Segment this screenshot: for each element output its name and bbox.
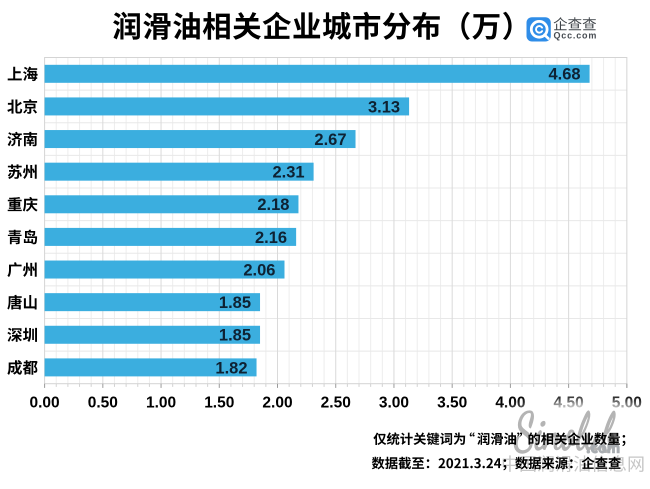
svg-text:0.00: 0.00 <box>30 394 60 411</box>
svg-text:2.06: 2.06 <box>243 261 275 279</box>
svg-text:2.18: 2.18 <box>257 196 289 214</box>
svg-text:3.50: 3.50 <box>437 394 467 411</box>
svg-text:3.13: 3.13 <box>368 98 400 116</box>
svg-text:1.50: 1.50 <box>204 394 234 411</box>
svg-text:3.00: 3.00 <box>379 394 409 411</box>
svg-text:Qcc.com: Qcc.com <box>554 31 598 41</box>
svg-text:2.67: 2.67 <box>314 131 346 149</box>
svg-text:2.31: 2.31 <box>272 164 304 182</box>
svg-text:2.50: 2.50 <box>321 394 351 411</box>
svg-text:4.68: 4.68 <box>548 66 580 84</box>
svg-text:2.00: 2.00 <box>262 394 292 411</box>
svg-text:1.85: 1.85 <box>219 327 251 345</box>
svg-text:2.16: 2.16 <box>255 229 287 247</box>
svg-text:0.50: 0.50 <box>88 394 118 411</box>
svg-text:1.85: 1.85 <box>219 294 251 312</box>
svg-text:4.00: 4.00 <box>495 394 525 411</box>
svg-text:1.82: 1.82 <box>215 359 247 377</box>
svg-text:1.00: 1.00 <box>146 394 176 411</box>
